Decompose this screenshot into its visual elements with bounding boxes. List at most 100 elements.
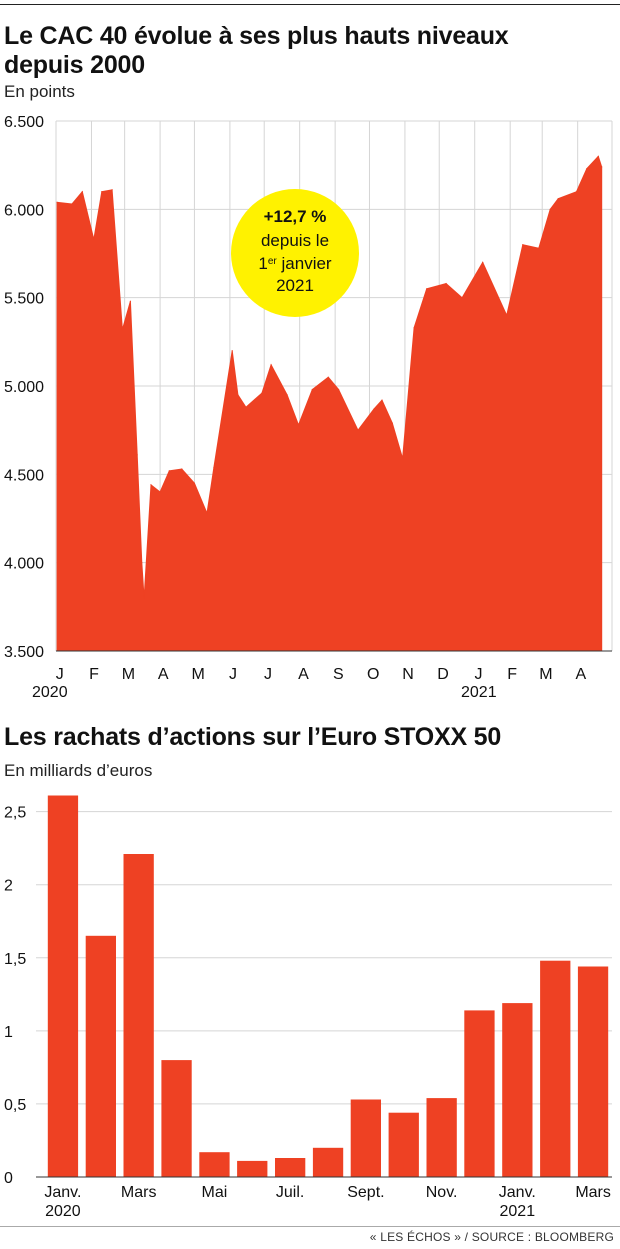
cac40-point bbox=[557, 198, 559, 200]
buyback-x-tick-label: Juil. bbox=[276, 1184, 304, 1201]
cac40-point bbox=[111, 189, 113, 191]
footer-rule bbox=[0, 1226, 620, 1227]
cac40-point bbox=[71, 203, 73, 205]
buyback-bar bbox=[237, 1160, 268, 1177]
callout-line3-pre: 1 bbox=[258, 254, 267, 273]
cac40-point bbox=[213, 466, 215, 468]
buyback-x-tick-label: Sept. bbox=[347, 1184, 384, 1201]
cac40-y-tick-label: 4.000 bbox=[4, 556, 44, 573]
buyback-year-label: 2021 bbox=[500, 1203, 536, 1220]
source-footer: « LES ÉCHOS » / SOURCE : BLOOMBERG bbox=[369, 1230, 614, 1244]
cac40-y-tick-label: 6.000 bbox=[4, 202, 44, 219]
cac40-point bbox=[245, 406, 247, 408]
cac40-point bbox=[402, 457, 404, 459]
buyback-bar bbox=[275, 1158, 306, 1177]
cac40-point bbox=[381, 399, 383, 401]
cac40-point bbox=[413, 327, 415, 329]
cac40-point bbox=[261, 392, 263, 394]
cac40-area bbox=[56, 155, 603, 652]
cac40-point bbox=[426, 288, 428, 290]
buyback-y-tick-label: 2,5 bbox=[4, 805, 26, 822]
buyback-x-tick-label: Nov. bbox=[426, 1184, 458, 1201]
cac40-point bbox=[136, 454, 138, 456]
cac40-point bbox=[168, 470, 170, 472]
buyback-bar bbox=[540, 960, 571, 1177]
cac40-point bbox=[159, 491, 161, 493]
callout-line3-sup: er bbox=[268, 256, 278, 267]
buyback-x-tick-label: Janv. bbox=[499, 1184, 536, 1201]
buyback-bar bbox=[502, 1003, 533, 1177]
cac40-x-tick-label: M bbox=[539, 666, 552, 683]
buyback-y-tick-label: 1,5 bbox=[4, 951, 26, 968]
buyback-bar bbox=[199, 1152, 230, 1177]
buyback-x-tick-label: Mars bbox=[575, 1184, 611, 1201]
cac40-point bbox=[270, 364, 272, 366]
callout-circle bbox=[231, 189, 359, 317]
buyback-x-tick-label: Janv. bbox=[44, 1184, 81, 1201]
cac40-x-tick-label: D bbox=[437, 666, 449, 683]
cac40-point bbox=[445, 282, 447, 285]
cac40-point bbox=[286, 394, 288, 396]
cac40-point bbox=[297, 424, 300, 426]
buyback-year-label: 2020 bbox=[45, 1203, 81, 1220]
performance-callout: +12,7 % depuis le 1er janvier 2021 bbox=[231, 189, 359, 317]
cac40-point bbox=[338, 388, 340, 391]
cac40-x-axis: J F M A M J J A S O N D J F M A 2020 2021 bbox=[32, 650, 612, 701]
buyback-x-tick-label: Mai bbox=[202, 1184, 228, 1201]
top-rule bbox=[0, 4, 620, 5]
cac40-point bbox=[206, 512, 208, 514]
cac40-x-tick-label: A bbox=[576, 666, 587, 683]
cac40-point bbox=[327, 376, 329, 378]
chart1-subtitle: En points bbox=[4, 82, 75, 101]
buyback-bar bbox=[312, 1147, 344, 1177]
buyback-bar bbox=[388, 1112, 419, 1177]
cac40-point bbox=[193, 482, 195, 484]
cac40-y-tick-label: 3.500 bbox=[4, 644, 44, 661]
cac40-x-tick-label: J bbox=[264, 666, 272, 683]
chart1-title: Le CAC 40 évolue à ses plus hauts niveau… bbox=[4, 22, 509, 79]
buyback-bar bbox=[350, 1099, 381, 1177]
cac40-point bbox=[549, 208, 551, 210]
cac40-point bbox=[141, 562, 143, 564]
buyback-bar bbox=[123, 854, 154, 1177]
cac40-point bbox=[461, 297, 463, 299]
cac40-x-tick-label: F bbox=[507, 666, 517, 683]
cac40-point bbox=[575, 191, 578, 193]
buyback-bar bbox=[47, 795, 79, 1177]
cac40-x-tick-label: M bbox=[191, 666, 204, 683]
cac40-point bbox=[81, 191, 83, 193]
cac40-point bbox=[506, 314, 508, 316]
cac40-point bbox=[522, 244, 524, 246]
cac40-x-tick-label: M bbox=[122, 666, 135, 683]
cac40-point bbox=[482, 261, 484, 263]
cac40-y-tick-label: 5.000 bbox=[4, 379, 44, 396]
cac40-x-tick-label: F bbox=[89, 666, 99, 683]
callout-line2: depuis le bbox=[261, 231, 329, 250]
chart2-title: Les rachats d’actions sur l’Euro STOXX 5… bbox=[4, 723, 502, 751]
cac40-point bbox=[56, 201, 58, 203]
buyback-y-tick-label: 0 bbox=[4, 1170, 13, 1187]
cac40-y-axis: 6.500 6.000 5.500 5.000 4.500 4.000 3.500 bbox=[4, 114, 44, 661]
cac40-point bbox=[231, 350, 233, 352]
cac40-y-tick-label: 6.500 bbox=[4, 114, 44, 131]
cac40-point bbox=[586, 168, 588, 170]
cac40-x-tick-label: S bbox=[333, 666, 344, 683]
cac40-point bbox=[129, 300, 131, 302]
cac40-area-series bbox=[56, 155, 603, 652]
cac40-point bbox=[538, 247, 540, 249]
cac40-point bbox=[93, 238, 95, 240]
cac40-y-tick-label: 4.500 bbox=[4, 467, 44, 484]
cac40-point bbox=[237, 394, 239, 396]
cac40-point bbox=[311, 388, 313, 391]
cac40-year-label: 2020 bbox=[32, 684, 68, 701]
cac40-x-tick-label: J bbox=[229, 666, 237, 683]
buyback-bar bbox=[85, 935, 116, 1177]
buyback-bars bbox=[47, 795, 609, 1177]
buyback-y-tick-label: 0,5 bbox=[4, 1097, 26, 1114]
cac40-area-chart: 6.500 6.000 5.500 5.000 4.500 4.000 3.500 J F M A… bbox=[4, 114, 613, 701]
buyback-bar bbox=[161, 1060, 192, 1177]
cac40-point bbox=[181, 468, 183, 470]
buyback-bar bbox=[577, 966, 609, 1177]
cac40-point bbox=[601, 166, 603, 168]
